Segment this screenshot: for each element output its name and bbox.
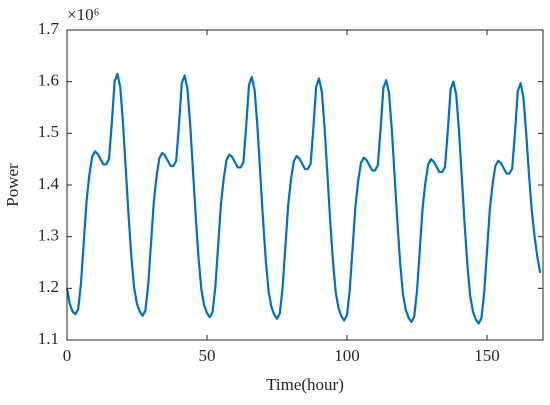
y-tick-label: 1.1 — [38, 329, 59, 348]
y-exponent: ×10⁶ — [67, 5, 100, 24]
data-line — [65, 72, 542, 325]
x-tick-label: 50 — [199, 346, 216, 365]
plot-area — [67, 30, 543, 340]
x-tick-label: 150 — [474, 346, 500, 365]
x-tick-label: 0 — [63, 346, 72, 365]
y-tick-label: 1.5 — [38, 122, 59, 141]
x-tick-label: 100 — [334, 346, 360, 365]
y-tick-label: 1.2 — [38, 277, 59, 296]
y-tick-label: 1.4 — [38, 174, 60, 193]
x-axis-label: Time(hour) — [266, 375, 344, 394]
y-axis-label: Power — [3, 163, 22, 207]
y-tick-label: 1.6 — [38, 71, 59, 90]
axes-box — [66, 29, 544, 341]
y-tick-label: 1.7 — [38, 19, 60, 38]
y-tick-label: 1.3 — [38, 226, 59, 245]
